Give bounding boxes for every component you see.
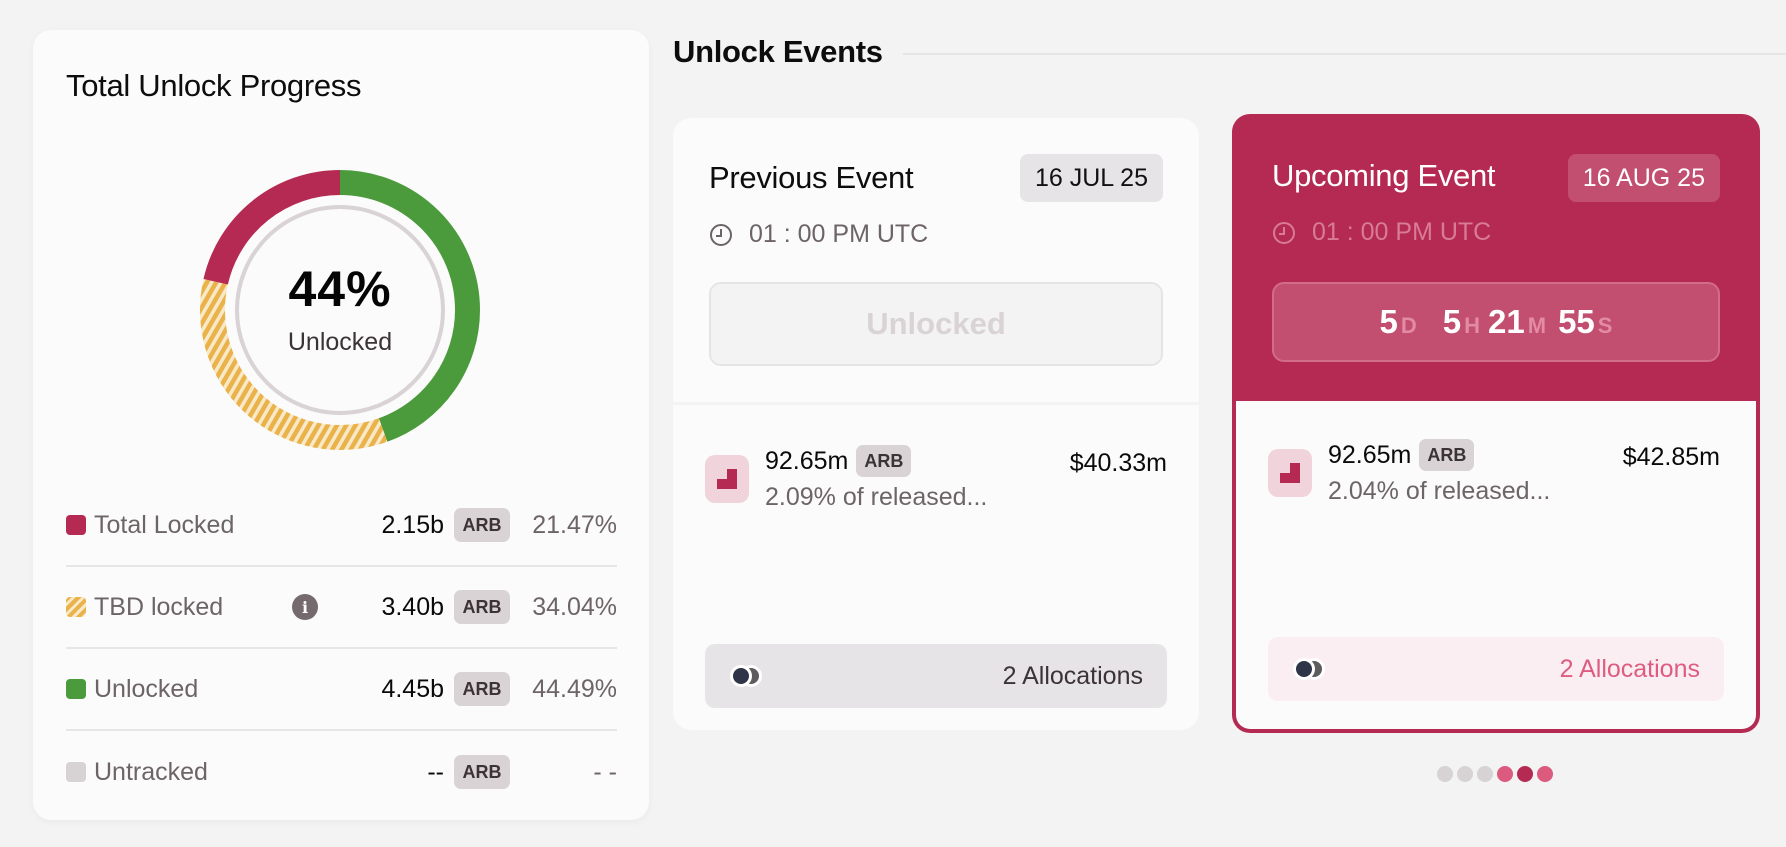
legend-row-tbd-locked: TBD locked i 3.40b ARB 34.04% <box>66 567 617 649</box>
progress-title: Total Unlock Progress <box>66 68 362 103</box>
pager-dot-active[interactable] <box>1517 766 1533 782</box>
unlock-amount-row: 92.65m ARB 2.09% of released... $40.33m <box>705 445 1167 515</box>
allocations-button[interactable]: 2 Allocations <box>705 644 1167 708</box>
inner-ring <box>235 205 445 415</box>
legend-row-unlocked: Unlocked 4.45b ARB 44.49% <box>66 649 617 731</box>
donut-svg <box>200 170 480 450</box>
countdown-seconds-unit: S <box>1597 313 1613 338</box>
token-chip: ARB <box>454 508 510 542</box>
allocations-label: 2 Allocations <box>1559 654 1700 683</box>
token-chip: ARB <box>454 672 510 706</box>
upcoming-event-body: 92.65m ARB 2.04% of released... $42.85m … <box>1236 401 1756 729</box>
red-swatch-icon <box>66 515 86 535</box>
previous-event-card[interactable]: Previous Event 16 JUL 25 01 : 00 PM UTC … <box>673 118 1199 730</box>
previous-event-header: Previous Event 16 JUL 25 01 : 00 PM UTC … <box>673 118 1199 402</box>
upcoming-event-card[interactable]: Upcoming Event 16 AUG 25 01 : 00 PM UTC … <box>1232 114 1760 733</box>
legend-label: Untracked <box>94 757 208 786</box>
released-percent: 2.09% of released... <box>765 483 988 511</box>
countdown-hours-unit: H <box>1464 313 1481 338</box>
legend-percent: 21.47% <box>532 510 617 539</box>
usd-value: $42.85m <box>1622 443 1720 471</box>
allocation-avatars-icon <box>730 665 762 687</box>
event-time-text: 01 : 00 PM UTC <box>1312 218 1492 246</box>
unlocked-percent: 44% <box>288 260 392 317</box>
event-date-chip: 16 AUG 25 <box>1567 154 1720 202</box>
unlock-legend: Total Locked 2.15b ARB 21.47% TBD locked… <box>66 485 617 813</box>
countdown-seconds: 55 <box>1558 303 1595 340</box>
legend-value: 2.15b <box>381 510 444 539</box>
legend-row-untracked: Untracked -- ARB - - <box>66 731 617 813</box>
token-icon <box>705 455 749 503</box>
usd-value: $40.33m <box>1069 449 1167 477</box>
unlock-progress-card: Total Unlock Progress 44% Unlocked <box>33 30 649 820</box>
event-time-text: 01 : 00 PM UTC <box>749 220 929 248</box>
countdown-hours: 5 <box>1442 303 1462 340</box>
unlocked-status-box: Unlocked <box>709 282 1163 366</box>
event-date-chip: 16 JUL 25 <box>1019 154 1163 202</box>
unlock-amount-row: 92.65m ARB 2.04% of released... $42.85m <box>1268 439 1720 509</box>
donut-center: 44% Unlocked <box>200 170 480 450</box>
legend-value: -- <box>427 757 444 786</box>
legend-label: Unlocked <box>94 674 199 703</box>
allocations-button[interactable]: 2 Allocations <box>1268 637 1724 701</box>
hatched-swatch-icon <box>66 597 86 617</box>
legend-value: 4.45b <box>381 674 444 703</box>
clock-icon <box>710 223 732 246</box>
countdown-minutes: 21 <box>1488 303 1525 340</box>
donut-segment-tbd-locked[interactable] <box>200 170 480 450</box>
unlock-donut-chart: 44% Unlocked <box>200 170 480 450</box>
event-heading: Previous Event <box>709 160 914 195</box>
legend-percent: 34.04% <box>532 592 617 621</box>
event-time: 01 : 00 PM UTC <box>1272 218 1491 247</box>
pager-dot[interactable] <box>1497 766 1513 782</box>
legend-value: 3.40b <box>381 592 444 621</box>
pager-dot[interactable] <box>1437 766 1453 782</box>
event-heading: Upcoming Event <box>1272 158 1496 193</box>
unlock-amount: 92.65m ARB <box>1328 439 1475 471</box>
token-icon <box>1268 449 1312 497</box>
unlocked-label: Unlocked <box>287 327 393 356</box>
legend-label: TBD locked <box>94 592 224 621</box>
donut-segment-total-locked[interactable] <box>200 170 480 450</box>
unlock-events-title: Unlock Events <box>673 34 883 69</box>
countdown-minutes-unit: M <box>1527 313 1547 338</box>
countdown-box: 5 D 5 H 21 M 55 S <box>1272 282 1720 362</box>
countdown-days: 5 <box>1379 303 1398 340</box>
token-chip: ARB <box>1419 439 1475 471</box>
pager-dot[interactable] <box>1477 766 1493 782</box>
token-chip: ARB <box>454 755 510 789</box>
amount-value: 92.65m <box>765 446 849 475</box>
released-percent: 2.04% of released... <box>1328 477 1551 505</box>
pager-dot[interactable] <box>1537 766 1553 782</box>
green-swatch-icon <box>66 679 86 699</box>
legend-percent: 44.49% <box>532 674 617 703</box>
info-icon[interactable]: i <box>292 594 318 620</box>
legend-row-total-locked: Total Locked 2.15b ARB 21.47% <box>66 485 617 567</box>
section-divider <box>903 53 1786 55</box>
allocations-label: 2 Allocations <box>1002 661 1143 690</box>
legend-percent: - - <box>593 757 617 786</box>
legend-label: Total Locked <box>94 510 235 539</box>
countdown-days-unit: D <box>1400 313 1417 338</box>
gray-swatch-icon <box>66 762 86 782</box>
previous-event-body: 92.65m ARB 2.09% of released... $40.33m … <box>673 405 1199 730</box>
carousel-pagination <box>1437 766 1553 782</box>
pager-dot[interactable] <box>1457 766 1473 782</box>
unlock-amount: 92.65m ARB <box>765 445 912 477</box>
clock-icon <box>1273 221 1295 244</box>
event-time: 01 : 00 PM UTC <box>709 220 928 249</box>
token-chip: ARB <box>856 445 912 477</box>
countdown: 5 D 5 H 21 M 55 S <box>1380 303 1613 341</box>
allocation-avatars-icon <box>1293 658 1325 680</box>
amount-value: 92.65m <box>1328 440 1412 469</box>
token-chip: ARB <box>454 590 510 624</box>
